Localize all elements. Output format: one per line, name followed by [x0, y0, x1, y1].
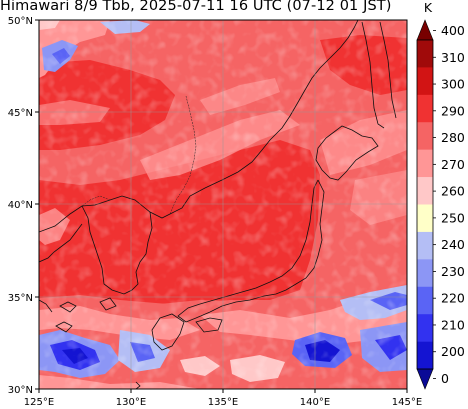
lat-tick-label: 45°N	[8, 108, 33, 119]
colorbar-segment	[417, 122, 433, 150]
colorbar-label: 260	[441, 184, 465, 199]
colorbar-label: 210	[441, 317, 465, 332]
colorbar-segment	[417, 94, 433, 123]
colorbar: 400 310 300 290 280 270 260 250 240 230 220 210 200 0	[416, 19, 465, 390]
lat-tick-label: 30°N	[8, 385, 33, 396]
colorbar-segment	[417, 177, 433, 205]
colorbar-label: 220	[441, 291, 465, 306]
colorbar-segment	[417, 67, 433, 96]
colorbar-segment	[417, 314, 433, 342]
colorbar-label: 300	[441, 77, 465, 92]
colorbar-segment	[417, 40, 433, 68]
colorbar-unit-label: K	[424, 0, 433, 15]
ticks	[35, 19, 408, 393]
colorbar-label: 200	[441, 344, 465, 359]
colorbar-extend-min	[416, 368, 434, 390]
colorbar-label: 290	[441, 103, 465, 118]
colorbar-segment	[417, 149, 433, 178]
colorbar-label: 250	[441, 210, 465, 225]
lon-tick-label: 135°E	[208, 397, 238, 408]
colorbar-label: 240	[441, 237, 465, 252]
colorbar-label: 280	[441, 130, 465, 145]
colorbar-segment	[417, 231, 433, 260]
colorbar-segment	[417, 204, 433, 233]
colorbar-label: 230	[441, 264, 465, 279]
lon-tick-label: 140°E	[300, 397, 330, 408]
colorbar-segment	[417, 286, 433, 315]
lat-tick-label: 35°N	[8, 293, 33, 304]
gridlines	[39, 20, 407, 389]
colorbar-label: 400	[441, 23, 465, 38]
lon-tick-label: 130°E	[116, 397, 146, 408]
lat-tick-label: 40°N	[8, 200, 33, 211]
map-title: Himawari 8/9 Tbb, 2025-07-11 16 UTC (07-…	[0, 0, 392, 14]
borders	[81, 95, 197, 215]
colorbar-segment	[417, 341, 433, 370]
lon-tick-label: 125°E	[24, 397, 54, 408]
colorbar-label: 270	[441, 157, 465, 172]
colorbar-outline	[416, 39, 434, 370]
colorbar-segment	[417, 259, 433, 288]
lat-tick-label: 50°N	[8, 16, 33, 27]
colorbar-label: 310	[441, 50, 465, 65]
colorbar-label: 0	[441, 371, 449, 386]
lon-tick-label: 145°E	[392, 397, 422, 408]
colorbar-extend-max	[416, 19, 434, 41]
coastlines	[39, 20, 397, 389]
